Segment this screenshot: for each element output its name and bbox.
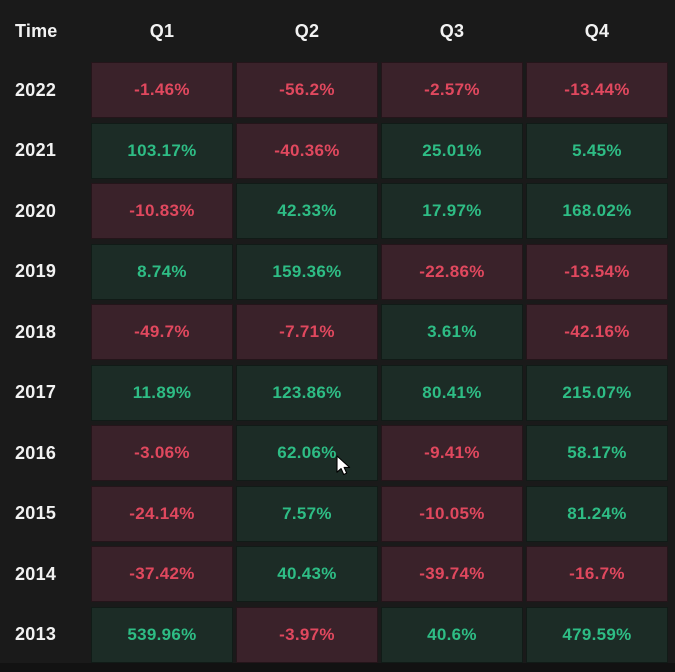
row-year: 2021 xyxy=(15,140,57,160)
value-cell[interactable]: -49.7% xyxy=(91,304,233,360)
value-cell[interactable]: -3.97% xyxy=(236,606,378,663)
column-header-q2: Q2 xyxy=(294,20,320,41)
value-cell[interactable]: -56.2% xyxy=(236,62,378,118)
value-cell[interactable]: -13.54% xyxy=(526,243,668,300)
value-cell[interactable]: 62.06% xyxy=(236,425,378,481)
table-row: 2015 -24.14% 7.57% -10.05% 81.24% xyxy=(0,485,675,542)
value-cell[interactable]: -16.7% xyxy=(526,546,668,602)
value-cell[interactable]: 40.43% xyxy=(236,546,378,602)
column-header-time: Time xyxy=(15,20,58,41)
value-cell[interactable]: -2.57% xyxy=(381,62,523,118)
table-row: 2021 103.17% -40.36% 25.01% 5.45% xyxy=(0,122,675,179)
value-cell[interactable]: 5.45% xyxy=(526,122,668,179)
value-cell[interactable]: 103.17% xyxy=(91,122,233,179)
value-cell[interactable]: 40.6% xyxy=(381,606,523,663)
table-header-row: Time Q1 Q2 Q3 Q4 xyxy=(0,0,675,62)
value-cell[interactable]: 215.07% xyxy=(526,364,668,421)
table-row: 2014 -37.42% 40.43% -39.74% -16.7% xyxy=(0,546,675,602)
value-cell[interactable]: 17.97% xyxy=(381,183,523,239)
value-cell[interactable]: -10.05% xyxy=(381,485,523,542)
value-cell[interactable]: 8.74% xyxy=(91,243,233,300)
table-body: 2022 -1.46% -56.2% -2.57% -13.44% 2021 1… xyxy=(0,62,675,663)
value-cell[interactable]: 539.96% xyxy=(91,606,233,663)
row-year: 2014 xyxy=(15,563,57,584)
value-cell[interactable]: -9.41% xyxy=(381,425,523,481)
value-cell[interactable]: 123.86% xyxy=(236,364,378,421)
value-cell[interactable]: 42.33% xyxy=(236,183,378,239)
value-cell[interactable]: 58.17% xyxy=(526,425,668,481)
value-cell[interactable]: -24.14% xyxy=(91,485,233,542)
value-cell[interactable]: -42.16% xyxy=(526,304,668,360)
row-year: 2013 xyxy=(15,624,57,644)
value-cell[interactable]: 479.59% xyxy=(526,606,668,663)
value-cell[interactable]: 80.41% xyxy=(381,364,523,421)
value-cell[interactable]: 11.89% xyxy=(91,364,233,421)
row-year: 2019 xyxy=(15,261,57,281)
row-year: 2016 xyxy=(15,442,57,463)
value-cell[interactable]: 168.02% xyxy=(526,183,668,239)
value-cell[interactable]: -37.42% xyxy=(91,546,233,602)
table-row: 2022 -1.46% -56.2% -2.57% -13.44% xyxy=(0,62,675,118)
value-cell[interactable]: -13.44% xyxy=(526,62,668,118)
row-year: 2015 xyxy=(15,503,57,523)
row-year: 2018 xyxy=(15,321,57,342)
value-cell[interactable]: 3.61% xyxy=(381,304,523,360)
column-header-q1: Q1 xyxy=(149,20,175,41)
table-row: 2020 -10.83% 42.33% 17.97% 168.02% xyxy=(0,183,675,239)
value-cell[interactable]: -40.36% xyxy=(236,122,378,179)
value-cell[interactable]: -1.46% xyxy=(91,62,233,118)
value-cell[interactable]: 7.57% xyxy=(236,485,378,542)
table-row: 2017 11.89% 123.86% 80.41% 215.07% xyxy=(0,364,675,421)
value-cell[interactable]: 25.01% xyxy=(381,122,523,179)
value-cell[interactable]: -39.74% xyxy=(381,546,523,602)
table-row: 2019 8.74% 159.36% -22.86% -13.54% xyxy=(0,243,675,300)
table-row: 2016 -3.06% 62.06% -9.41% 58.17% xyxy=(0,425,675,481)
table-row: 2018 -49.7% -7.71% 3.61% -42.16% xyxy=(0,304,675,360)
value-cell[interactable]: 159.36% xyxy=(236,243,378,300)
row-year: 2017 xyxy=(15,382,57,402)
value-cell[interactable]: -22.86% xyxy=(381,243,523,300)
bottom-bar xyxy=(0,663,675,672)
value-cell[interactable]: -10.83% xyxy=(91,183,233,239)
table-row: 2013 539.96% -3.97% 40.6% 479.59% xyxy=(0,606,675,663)
value-cell[interactable]: -7.71% xyxy=(236,304,378,360)
value-cell[interactable]: -3.06% xyxy=(91,425,233,481)
column-header-q3: Q3 xyxy=(439,20,465,41)
row-year: 2022 xyxy=(15,79,57,100)
value-cell[interactable]: 81.24% xyxy=(526,485,668,542)
row-year: 2020 xyxy=(15,200,57,221)
column-header-q4: Q4 xyxy=(584,20,610,41)
